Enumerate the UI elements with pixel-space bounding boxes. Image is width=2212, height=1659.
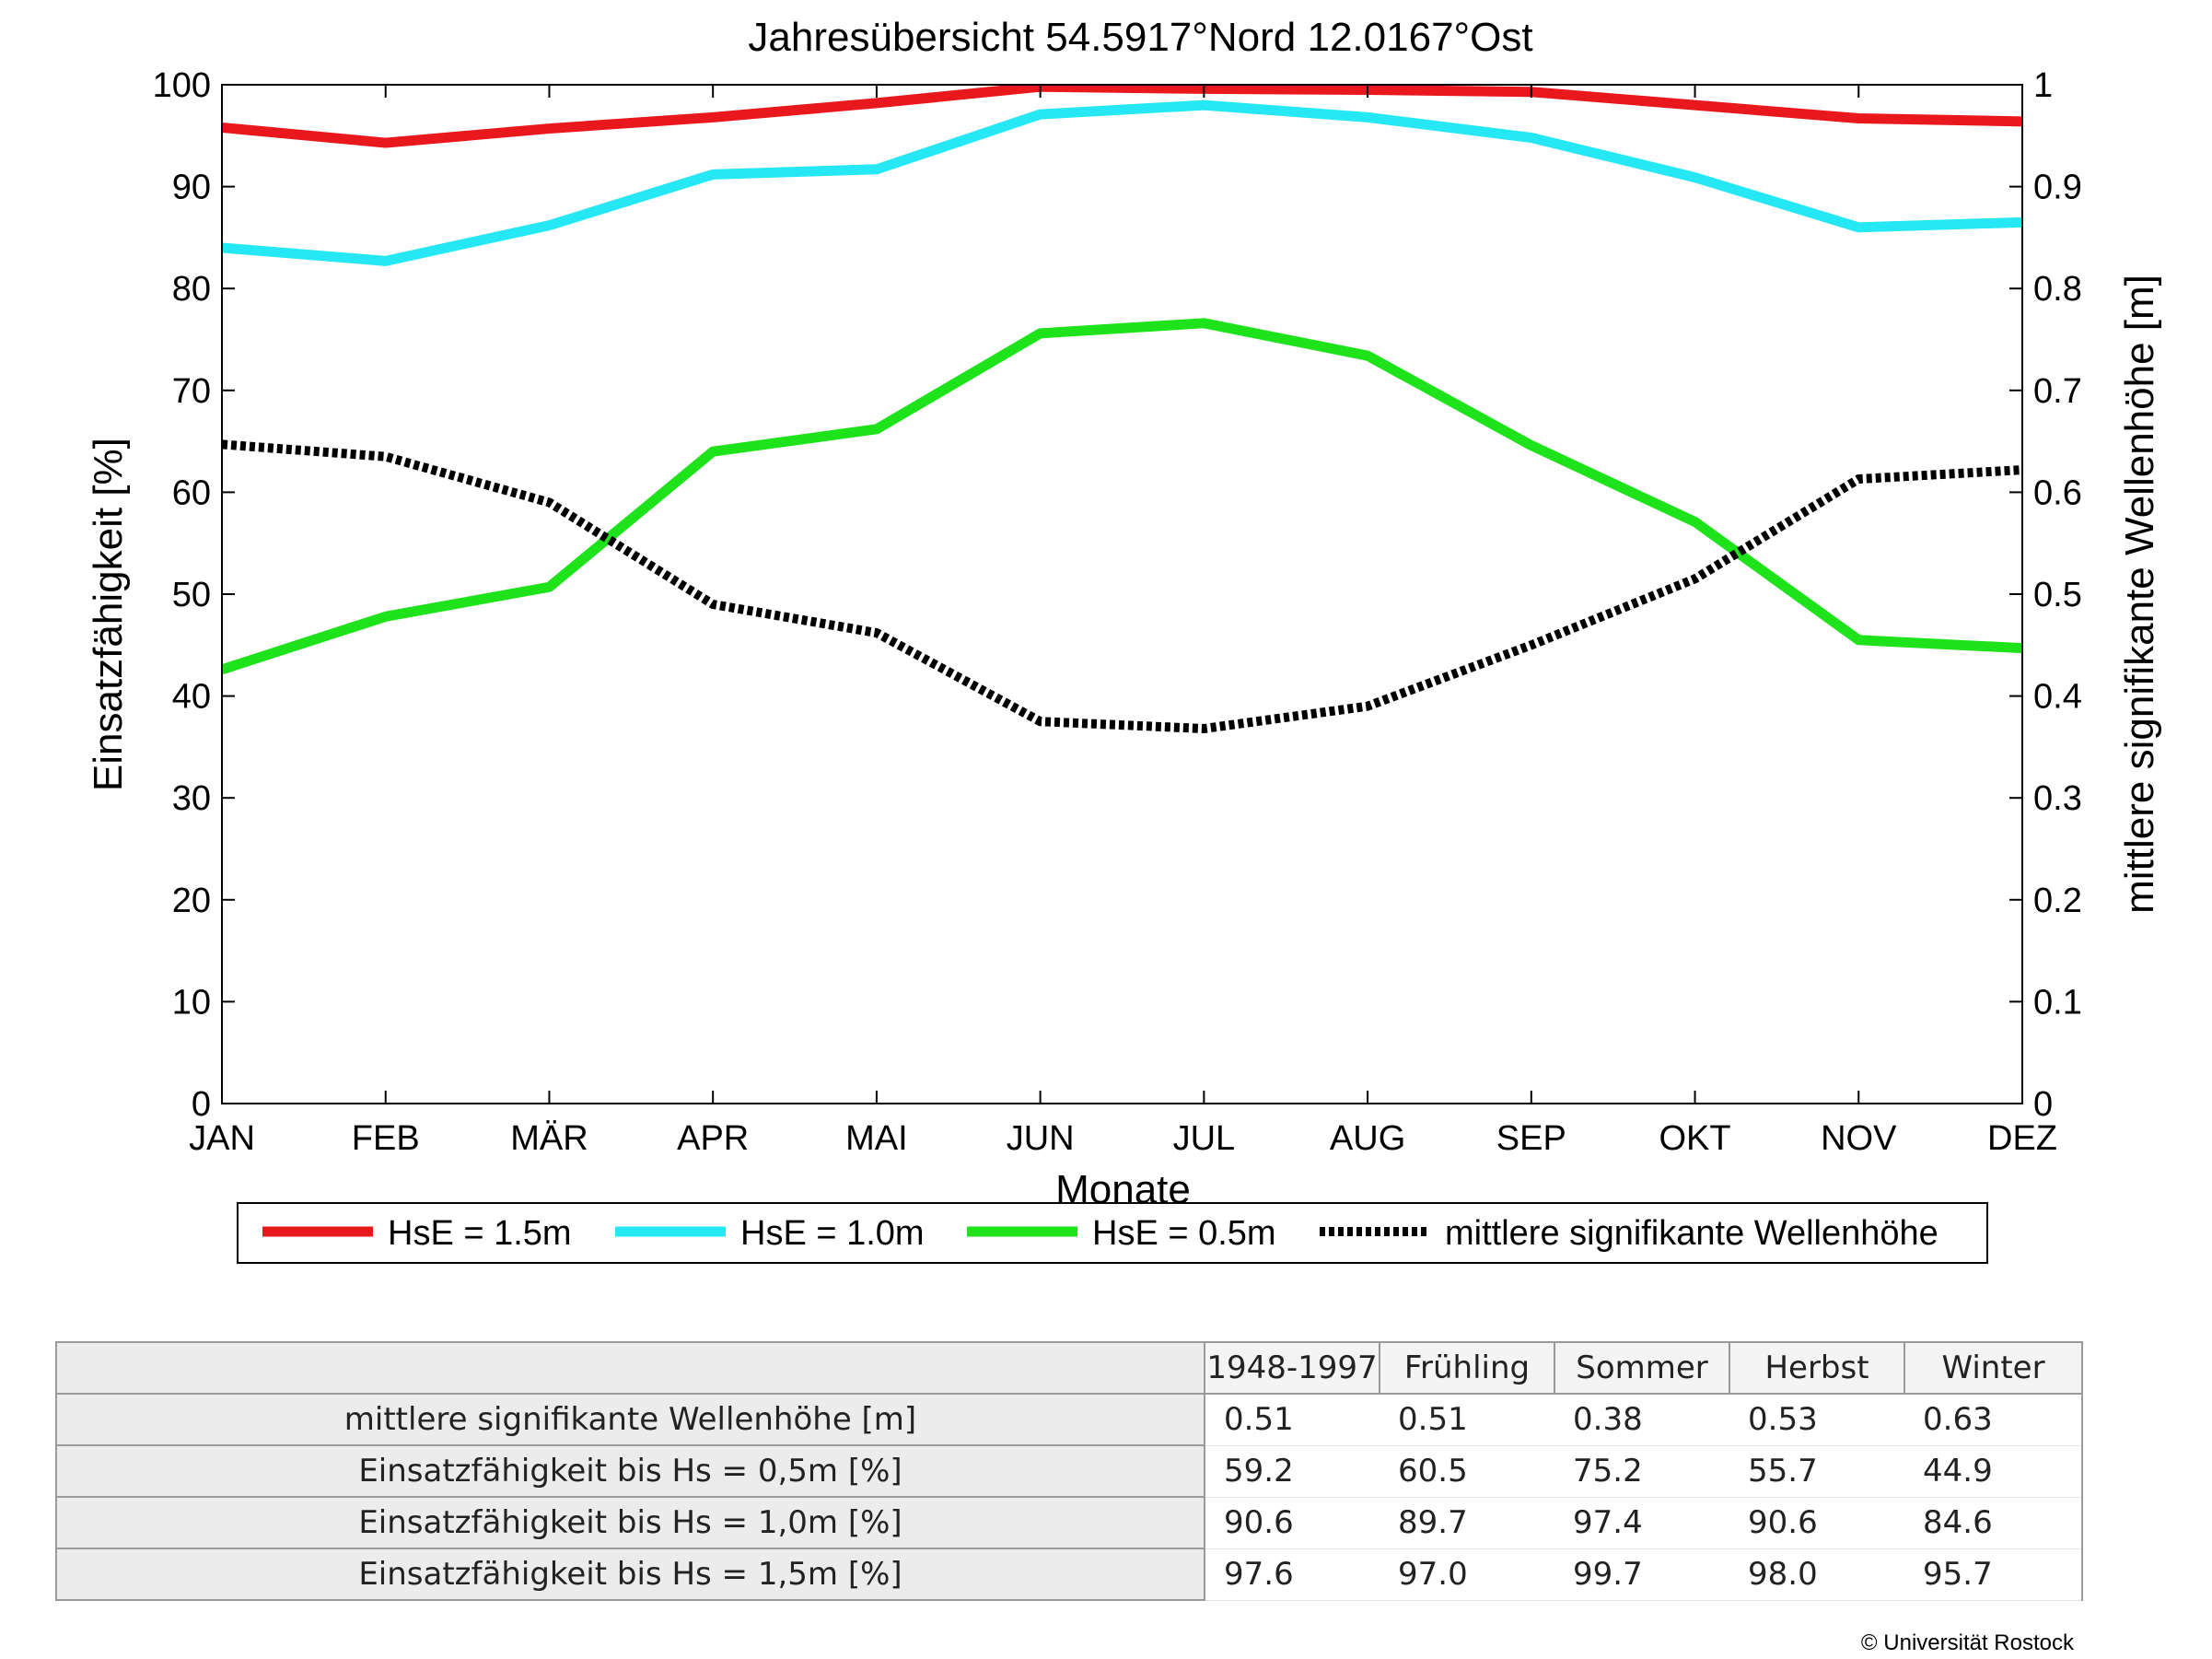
chart-title: Jahresübersicht 54.5917°Nord 12.0167°Ost xyxy=(748,15,1532,60)
y-tick-label: 100 xyxy=(153,66,211,105)
table-row: Einsatzfähigkeit bis Hs = 1,5m [%] 97.6 … xyxy=(55,1548,2083,1601)
table-cell: 0.51 xyxy=(1380,1393,1554,1446)
y2-tick-label: 0.8 xyxy=(2033,270,2082,309)
y2-axis-label: mittlere signifikante Wellenhöhe [m] xyxy=(2117,275,2162,914)
y-tick-label: 80 xyxy=(172,270,211,309)
legend-label: HsE = 1.0m xyxy=(740,1214,925,1253)
x-tick-label: NOV xyxy=(1821,1119,1897,1158)
table-cell: 0.53 xyxy=(1729,1393,1904,1446)
table-cell: 90.6 xyxy=(1729,1496,1904,1549)
table-corner xyxy=(55,1341,1205,1395)
column-header: Frühling xyxy=(1379,1341,1555,1395)
row-header: Einsatzfähigkeit bis Hs = 0,5m [%] xyxy=(55,1444,1205,1498)
table-header-row: 1948-1997 Frühling Sommer Herbst Winter xyxy=(55,1341,2083,1395)
y-axis-label: Einsatzfähigkeit [%] xyxy=(86,438,131,791)
x-tick-label: MAI xyxy=(845,1119,908,1158)
x-tick-label: JAN xyxy=(189,1119,255,1158)
y2-tick-label: 0.6 xyxy=(2033,473,2082,512)
x-tick-label: JUN xyxy=(1007,1119,1075,1158)
table-cell: 90.6 xyxy=(1205,1496,1380,1549)
table-cell: 55.7 xyxy=(1729,1444,1904,1498)
series-line-3 xyxy=(222,318,2022,675)
legend: HsE = 1.5m HsE = 1.0m HsE = 0.5m mittlere s… xyxy=(237,1202,1988,1264)
y-tick-label: 60 xyxy=(172,473,211,512)
copyright-notice: © Universität Rostock xyxy=(1860,1630,2074,1655)
table-cell: 97.6 xyxy=(1205,1548,1380,1601)
table-cell: 99.7 xyxy=(1554,1548,1729,1601)
table-cell: 44.9 xyxy=(1904,1444,2083,1498)
table-row: Einsatzfähigkeit bis Hs = 0,5m [%] 59.2 … xyxy=(55,1444,2083,1498)
table-cell: 59.2 xyxy=(1205,1444,1380,1498)
table-cell: 97.0 xyxy=(1380,1548,1554,1601)
table-cell: 60.5 xyxy=(1380,1444,1554,1498)
y2-tick-label: 0.7 xyxy=(2033,372,2082,411)
y2-tick-label: 0.1 xyxy=(2033,983,2082,1022)
column-header: Winter xyxy=(1903,1341,2083,1395)
column-header: 1948-1997 xyxy=(1204,1341,1380,1395)
x-tick-label: MÄR xyxy=(510,1119,588,1158)
x-tick-label: FEB xyxy=(352,1119,420,1158)
y-tick-label: 20 xyxy=(172,882,211,920)
y-tick-label: 40 xyxy=(172,678,211,717)
x-tick-label: APR xyxy=(677,1119,749,1158)
table-row: mittlere signifikante Wellenhöhe [m] 0.5… xyxy=(55,1393,2083,1446)
column-header: Sommer xyxy=(1554,1341,1730,1395)
row-header: mittlere signifikante Wellenhöhe [m] xyxy=(55,1393,1205,1446)
legend-label: mittlere signifikante Wellenhöhe xyxy=(1445,1214,1938,1253)
y-tick-label: 0 xyxy=(192,1085,211,1124)
y2-tick-label: 0 xyxy=(2033,1085,2053,1124)
y2-tick-label: 0.5 xyxy=(2033,576,2082,614)
table-cell: 95.7 xyxy=(1904,1548,2083,1601)
series-line-4 xyxy=(222,439,2022,734)
table-row: Einsatzfähigkeit bis Hs = 1,0m [%] 90.6 … xyxy=(55,1496,2083,1549)
x-tick-label: SEP xyxy=(1496,1119,1566,1158)
legend-label: HsE = 1.5m xyxy=(388,1214,572,1253)
chart: Jahresübersicht 54.5917°Nord 12.0167°Ost… xyxy=(86,15,2162,1264)
x-tick-label: AUG xyxy=(1330,1119,1405,1158)
x-tick-label: DEZ xyxy=(1987,1119,2057,1158)
y2-tick-label: 0.3 xyxy=(2033,779,2082,818)
x-tick-label: JUL xyxy=(1173,1119,1236,1158)
row-header: Einsatzfähigkeit bis Hs = 1,0m [%] xyxy=(55,1496,1205,1549)
y-tick-label: 70 xyxy=(172,372,211,411)
table-cell: 89.7 xyxy=(1380,1496,1554,1549)
x-tick-label: OKT xyxy=(1659,1119,1730,1158)
y-tick-label: 50 xyxy=(172,576,211,614)
y2-tick-label: 0.4 xyxy=(2033,678,2082,717)
y2-tick-label: 0.2 xyxy=(2033,882,2082,920)
y2-tick-label: 0.9 xyxy=(2033,169,2082,207)
table-cell: 97.4 xyxy=(1554,1496,1729,1549)
legend-label: HsE = 0.5m xyxy=(1092,1214,1276,1253)
y-tick-label: 90 xyxy=(172,169,211,207)
y-tick-label: 10 xyxy=(172,983,211,1022)
legend-box xyxy=(237,1202,1988,1264)
statistics-table: 1948-1997 Frühling Sommer Herbst Winter … xyxy=(55,1341,2083,1601)
table-cell: 0.51 xyxy=(1205,1393,1380,1446)
table-cell: 98.0 xyxy=(1729,1548,1904,1601)
table-cell: 75.2 xyxy=(1554,1444,1729,1498)
series-line-2 xyxy=(222,99,2022,266)
row-header: Einsatzfähigkeit bis Hs = 1,5m [%] xyxy=(55,1548,1205,1601)
series-line-1 xyxy=(222,85,2022,148)
y2-tick-label: 1 xyxy=(2033,66,2053,105)
table-cell: 84.6 xyxy=(1904,1496,2083,1549)
column-header: Herbst xyxy=(1729,1341,1905,1395)
y-tick-label: 30 xyxy=(172,779,211,818)
table-cell: 0.38 xyxy=(1554,1393,1729,1446)
table-cell: 0.63 xyxy=(1904,1393,2083,1446)
